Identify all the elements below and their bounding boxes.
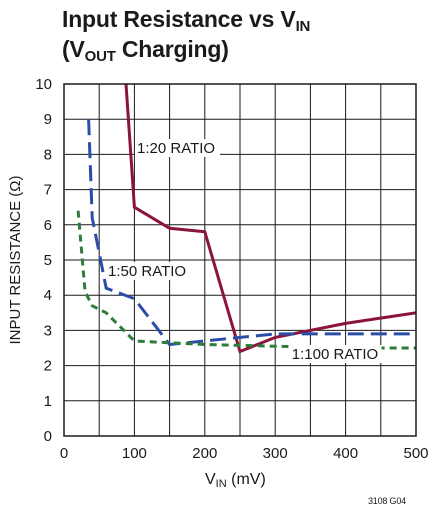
y-tick-label: 10 bbox=[35, 76, 52, 93]
x-tick-label: 400 bbox=[333, 445, 358, 462]
x-tick-label: 500 bbox=[403, 445, 428, 462]
grid-lines bbox=[64, 84, 416, 436]
series-label: 1:100 RATIO bbox=[292, 346, 378, 363]
x-tick-label: 0 bbox=[60, 445, 68, 462]
x-tick-labels: 0 100 200 300 400 500 bbox=[60, 445, 429, 462]
x-tick-label: 100 bbox=[122, 445, 147, 462]
x-tick-label: 300 bbox=[263, 445, 288, 462]
y-tick-label: 2 bbox=[44, 358, 52, 375]
y-axis-label: INPUT RESISTANCE (Ω) bbox=[7, 175, 24, 344]
y-tick-label: 3 bbox=[44, 322, 52, 339]
series-lines bbox=[78, 84, 416, 352]
x-tick-label: 200 bbox=[192, 445, 217, 462]
y-tick-label: 6 bbox=[44, 217, 52, 234]
y-tick-label: 4 bbox=[44, 287, 52, 304]
figure-code: 3108 G04 bbox=[368, 496, 406, 506]
y-tick-label: 8 bbox=[44, 146, 52, 163]
y-tick-label: 0 bbox=[44, 428, 52, 445]
y-tick-label: 9 bbox=[44, 111, 52, 128]
x-axis-label: VIN (mV) bbox=[205, 471, 266, 489]
series-labels: 1:20 RATIO 1:50 RATIO 1:100 RATIO bbox=[106, 139, 382, 363]
series-label: 1:20 RATIO bbox=[137, 140, 215, 157]
series-label: 1:50 RATIO bbox=[108, 263, 186, 280]
y-tick-labels: 0 1 2 3 4 5 6 7 8 9 10 bbox=[35, 76, 52, 445]
y-tick-label: 7 bbox=[44, 182, 52, 199]
y-tick-label: 1 bbox=[44, 393, 52, 410]
y-tick-label: 5 bbox=[44, 252, 52, 269]
